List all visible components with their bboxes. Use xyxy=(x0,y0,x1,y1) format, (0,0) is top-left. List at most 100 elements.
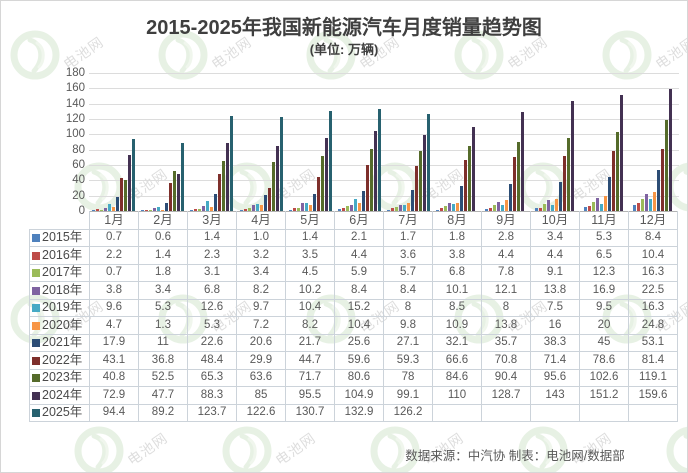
bar-2024年-11月 xyxy=(619,95,623,211)
bar-2025年-1月 xyxy=(132,138,136,211)
bar-2020年-8月 xyxy=(456,202,460,211)
table-header-row: 1月 2月 3月 4月 5月 6月 7月 8月 9月 10月 11月 12月 xyxy=(29,211,678,230)
bar-2015年-9月 xyxy=(485,208,489,211)
value-cell: 143 xyxy=(530,386,580,405)
bar-2025年-3月 xyxy=(230,116,234,211)
value-cell: 5.3 xyxy=(187,316,237,335)
value-cell: 16.9 xyxy=(579,281,629,300)
value-cell: 9.7 xyxy=(236,298,286,317)
value-cell: 95.5 xyxy=(285,386,335,405)
value-cell: 44.7 xyxy=(285,351,335,370)
bar-2021年-6月 xyxy=(361,191,365,211)
bar-2018年-6月 xyxy=(349,204,353,211)
year-cell: 2024年 xyxy=(29,386,90,405)
value-cell: 132.9 xyxy=(334,403,384,422)
value-cell: 7.5 xyxy=(530,298,580,317)
y-axis-label: 180 xyxy=(65,67,85,79)
chart-unit-label: (单位: 万辆) xyxy=(309,42,379,57)
bar-2024年-7月 xyxy=(423,135,427,211)
table-row: 2016年 2.2 1.4 2.3 3.2 3.5 4.4 3.6 3.8 4.4 4.4 6.5 10… xyxy=(29,246,678,265)
value-cell: 0.7 xyxy=(89,263,139,282)
value-cell: 78 xyxy=(383,368,433,387)
bar-2017年-5月 xyxy=(296,207,300,211)
gridline xyxy=(89,149,679,151)
value-cell: 94.4 xyxy=(89,403,139,422)
bar-2016年-8月 xyxy=(440,208,444,211)
value-cell: 88.3 xyxy=(187,386,237,405)
value-cell: 4.7 xyxy=(89,316,139,335)
value-cell: 5.7 xyxy=(383,263,433,282)
value-cell: 3.2 xyxy=(236,246,286,265)
bar-2025年-5月 xyxy=(328,110,332,211)
value-cell: 8.2 xyxy=(285,316,335,335)
value-cell: 48.4 xyxy=(187,351,237,370)
table-row: 2017年 0.7 1.8 3.1 3.4 4.5 5.9 5.7 6.8 7.8 9.1 12.3 1… xyxy=(29,263,678,282)
legend-swatch-icon xyxy=(32,391,40,400)
bar-2016年-6月 xyxy=(341,207,345,211)
value-cell: 3.6 xyxy=(383,246,433,265)
value-cell: 128.7 xyxy=(481,386,531,405)
value-cell: 13.8 xyxy=(481,316,531,335)
value-cell: 3.8 xyxy=(89,281,139,300)
table-row: 2015年 0.7 0.6 1.4 1.0 1.4 2.1 1.7 1.8 2.8 3.4 5.3 8.… xyxy=(29,228,678,247)
value-cell: 20 xyxy=(579,316,629,335)
bar-2021年-8月 xyxy=(460,186,464,211)
value-cell: 9.5 xyxy=(579,298,629,317)
bar-2019年-5月 xyxy=(304,203,308,211)
gridline xyxy=(89,88,679,90)
bar-2021年-9月 xyxy=(509,183,513,211)
bar-2016年-2月 xyxy=(145,209,149,211)
value-cell: 81.4 xyxy=(628,351,678,370)
value-cell xyxy=(628,403,678,422)
value-cell: 16.3 xyxy=(628,298,678,317)
bar-2019年-1月 xyxy=(108,203,112,211)
bar-2020年-10月 xyxy=(554,198,558,211)
value-cell: 45 xyxy=(579,333,629,352)
value-cell: 1.4 xyxy=(187,228,237,247)
value-cell: 25.6 xyxy=(334,333,384,352)
value-cell: 78.6 xyxy=(579,351,629,370)
value-cell: 1.0 xyxy=(236,228,286,247)
bar-2024年-8月 xyxy=(472,126,476,211)
value-cell: 9.6 xyxy=(89,298,139,317)
value-cell: 80.6 xyxy=(334,368,384,387)
gridline xyxy=(89,103,679,105)
y-axis-label: 160 xyxy=(65,82,85,95)
bar-2017年-8月 xyxy=(444,205,448,211)
legend-swatch-icon xyxy=(32,304,40,313)
value-cell: 3.8 xyxy=(432,246,482,265)
bar-2024年-12月 xyxy=(668,88,672,211)
bar-2023年-7月 xyxy=(419,151,423,211)
bar-2018年-12月 xyxy=(644,193,648,211)
value-cell: 12.1 xyxy=(481,281,531,300)
gridline xyxy=(89,119,679,120)
bar-2022年-4月 xyxy=(267,188,271,211)
bar-2018年-8月 xyxy=(448,203,452,211)
bar-2017年-9月 xyxy=(493,205,497,211)
value-cell xyxy=(579,403,629,422)
value-cell: 3.4 xyxy=(236,263,286,282)
year-cell: 2025年 xyxy=(29,403,90,422)
month-header: 5月 xyxy=(285,211,335,230)
bar-2018年-11月 xyxy=(595,198,599,211)
value-cell: 2.3 xyxy=(187,246,237,265)
table-row: 2024年 72.9 47.7 88.3 85 95.5 104.9 99.1 110 128.7… xyxy=(29,386,678,405)
value-cell: 43.1 xyxy=(89,351,139,370)
bar-2022年-10月 xyxy=(562,156,566,211)
bar-2017年-3月 xyxy=(198,208,202,211)
y-axis-label: 20 xyxy=(72,189,85,202)
value-cell: 9.1 xyxy=(530,263,580,282)
y-axis-label: 120 xyxy=(65,113,85,125)
bar-2020年-7月 xyxy=(407,203,411,211)
value-cell: 1.4 xyxy=(138,246,188,265)
bar-2015年-2月 xyxy=(141,210,145,211)
value-cell: 2.8 xyxy=(481,228,531,247)
value-cell: 151.2 xyxy=(579,386,629,405)
value-cell: 22.5 xyxy=(628,281,678,300)
bar-2019年-3月 xyxy=(206,201,210,211)
value-cell: 20.6 xyxy=(236,333,286,352)
value-cell: 10.4 xyxy=(334,316,384,335)
value-cell: 6.5 xyxy=(579,246,629,265)
value-cell: 22.6 xyxy=(187,333,237,352)
value-cell: 66.6 xyxy=(432,351,482,370)
